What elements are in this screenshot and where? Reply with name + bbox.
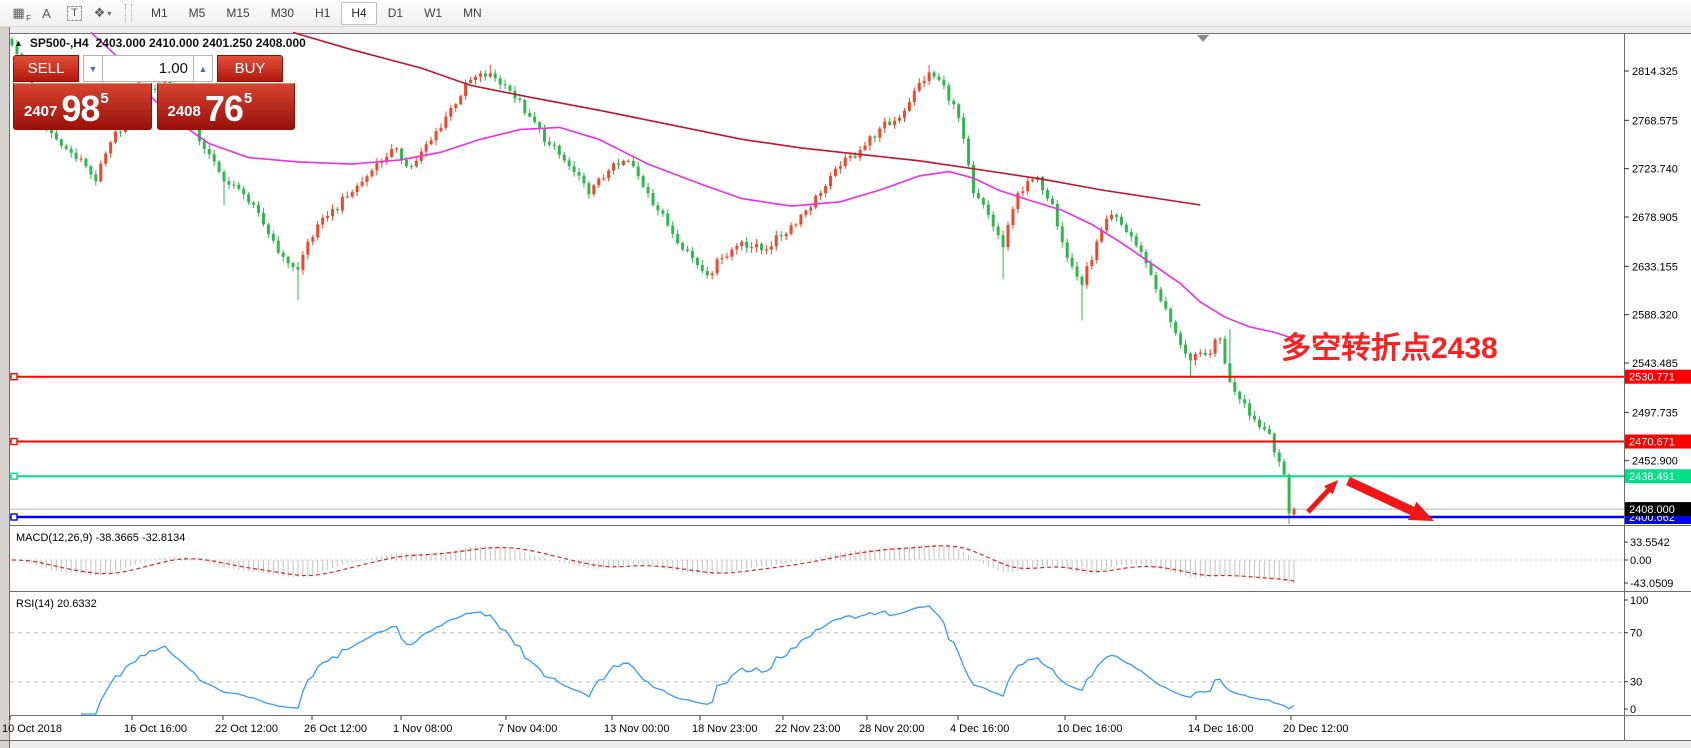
svg-text:16 Oct 16:00: 16 Oct 16:00: [124, 723, 187, 735]
symbol-period-label: SP500-,H4: [29, 36, 89, 50]
chart-shift-marker-icon[interactable]: [1197, 35, 1209, 42]
svg-text:2633.155: 2633.155: [1632, 261, 1678, 273]
buy-price-fraction: 5: [243, 90, 253, 107]
chart-title: ▲ SP500-,H4 2403.000 2410.000 2401.250 2…: [14, 36, 306, 50]
rsi-label: RSI(14) 20.6332: [16, 598, 97, 610]
lot-size-input[interactable]: [103, 55, 193, 82]
level-line-2530.771[interactable]: [10, 373, 1624, 381]
svg-text:2768.575: 2768.575: [1632, 115, 1678, 127]
svg-text:2814.325: 2814.325: [1632, 66, 1678, 78]
grid-f-icon[interactable]: ▦ F: [12, 5, 31, 23]
sell-price-pips: 98: [61, 88, 100, 129]
level-line-2438.491[interactable]: [10, 472, 1624, 480]
symbol-marker-icon: ▲: [14, 38, 23, 48]
lot-decrement-button[interactable]: ▼: [83, 55, 103, 82]
svg-text:2543.485: 2543.485: [1632, 358, 1678, 370]
buy-price-pips: 76: [204, 88, 244, 129]
svg-text:30: 30: [1630, 677, 1642, 689]
svg-text:2497.735: 2497.735: [1632, 407, 1678, 419]
one-click-trading-panel: SELL ▼ ▲ BUY 2407 98 5 2408 76 5: [13, 55, 295, 130]
shapes-dropdown-icon[interactable]: ❖ ▾: [93, 5, 112, 20]
svg-text:2408.000: 2408.000: [1629, 504, 1675, 516]
svg-text:7 Nov 04:00: 7 Nov 04:00: [498, 723, 557, 735]
svg-text:4 Dec 16:00: 4 Dec 16:00: [950, 723, 1009, 735]
annotation-text[interactable]: 多空转折点2438: [1281, 332, 1498, 365]
toolbar: ▦ F A T ❖ ▾ M1 M5 M15 M30 H1 H4 D1 W1 MN: [0, 0, 1691, 27]
level-line-2470.671[interactable]: [10, 437, 1624, 446]
svg-text:22 Nov 23:00: 22 Nov 23:00: [775, 723, 840, 735]
svg-text:70: 70: [1630, 628, 1642, 640]
svg-text:13 Nov 00:00: 13 Nov 00:00: [604, 723, 669, 735]
lot-increment-button[interactable]: ▲: [193, 55, 213, 82]
price-axis[interactable]: 2814.325 2768.575 2723.740 2678.905 2633.155…: [1624, 66, 1678, 468]
timeframe-button-w1[interactable]: W1: [424, 6, 443, 20]
sell-price-display[interactable]: 2407 98 5: [13, 83, 152, 130]
svg-text:22 Oct 12:00: 22 Oct 12:00: [215, 723, 278, 735]
arrow-down-forecast[interactable]: [1346, 476, 1434, 521]
timeframe-button-m30[interactable]: M30: [270, 6, 295, 20]
svg-text:100: 100: [1630, 595, 1648, 607]
timeframe-button-mn[interactable]: MN: [463, 6, 482, 20]
ohlc-readout: 2403.000 2410.000 2401.250 2408.000: [95, 36, 306, 50]
svg-text:2530.771: 2530.771: [1629, 372, 1675, 384]
timeframe-button-m15[interactable]: M15: [226, 6, 250, 20]
buy-price-handle: 2408: [167, 103, 201, 120]
svg-text:2470.671: 2470.671: [1629, 437, 1675, 449]
svg-text:2452.900: 2452.900: [1632, 456, 1678, 468]
toolbar-grip[interactable]: [125, 4, 132, 22]
timeframe-button-h1[interactable]: H1: [315, 6, 331, 20]
svg-text:33.5542: 33.5542: [1630, 537, 1670, 549]
price-badge-2438.491: 2438.491: [1625, 469, 1691, 484]
svg-text:26 Oct 12:00: 26 Oct 12:00: [304, 723, 367, 735]
svg-text:2723.740: 2723.740: [1632, 164, 1678, 176]
svg-text:0: 0: [1630, 704, 1636, 716]
chart-area[interactable]: 2814.325 2768.575 2723.740 2678.905 2633.155…: [0, 27, 1691, 748]
ma-slow-line[interactable]: [292, 31, 1201, 206]
candles: [10, 36, 1296, 525]
timeframe-button-d1[interactable]: D1: [387, 6, 404, 20]
svg-text:20 Dec 12:00: 20 Dec 12:00: [1283, 723, 1348, 735]
svg-text:10 Dec 16:00: 10 Dec 16:00: [1057, 723, 1122, 735]
object-tools-group: ▦ F A T ❖ ▾: [6, 2, 118, 24]
sell-price-handle: 2407: [24, 103, 58, 120]
svg-text:10 Oct 2018: 10 Oct 2018: [2, 723, 62, 735]
arrow-up-to-2438[interactable]: [1306, 480, 1338, 514]
svg-text:1 Nov 08:00: 1 Nov 08:00: [393, 723, 452, 735]
svg-text:2678.905: 2678.905: [1632, 212, 1678, 224]
sell-price-fraction: 5: [100, 90, 109, 107]
current-price-badge: 2408.000: [1625, 502, 1691, 517]
svg-text:2588.320: 2588.320: [1632, 310, 1678, 322]
svg-text:2438.491: 2438.491: [1629, 471, 1675, 483]
svg-text:18 Nov 23:00: 18 Nov 23:00: [692, 723, 757, 735]
macd-histogram: [16, 544, 1295, 585]
svg-text:14 Dec 16:00: 14 Dec 16:00: [1188, 723, 1253, 735]
letter-a-icon[interactable]: A: [42, 5, 51, 21]
svg-text:28 Nov 20:00: 28 Nov 20:00: [859, 723, 924, 735]
buy-button[interactable]: BUY: [217, 55, 283, 82]
time-axis[interactable]: 10 Oct 2018 16 Oct 16:00 22 Oct 12:00 26 Oc…: [2, 716, 1348, 735]
svg-text:0.00: 0.00: [1630, 555, 1651, 567]
timeframe-button-h4[interactable]: H4: [341, 1, 377, 25]
timeframe-button-m1[interactable]: M1: [151, 6, 168, 20]
buy-price-display[interactable]: 2408 76 5: [156, 83, 295, 130]
macd-label: MACD(12,26,9) -38.3665 -32.8134: [16, 532, 185, 544]
level-line-2400.662[interactable]: [10, 513, 1624, 521]
sell-button[interactable]: SELL: [13, 55, 79, 82]
rsi-line: [81, 605, 1295, 715]
text-label-icon[interactable]: T: [62, 2, 87, 24]
svg-text:-43.0509: -43.0509: [1630, 578, 1673, 590]
panel-borders: [0, 27, 1691, 748]
price-badge-2530.771: 2530.771: [1625, 369, 1691, 384]
ma-fast-line[interactable]: [90, 31, 1295, 340]
timeframe-toolbar: M1 M5 M15 M30 H1 H4 D1 W1 MN: [141, 1, 493, 25]
timeframe-button-m5[interactable]: M5: [188, 6, 206, 20]
price-badge-2470.671: 2470.671: [1625, 434, 1691, 449]
